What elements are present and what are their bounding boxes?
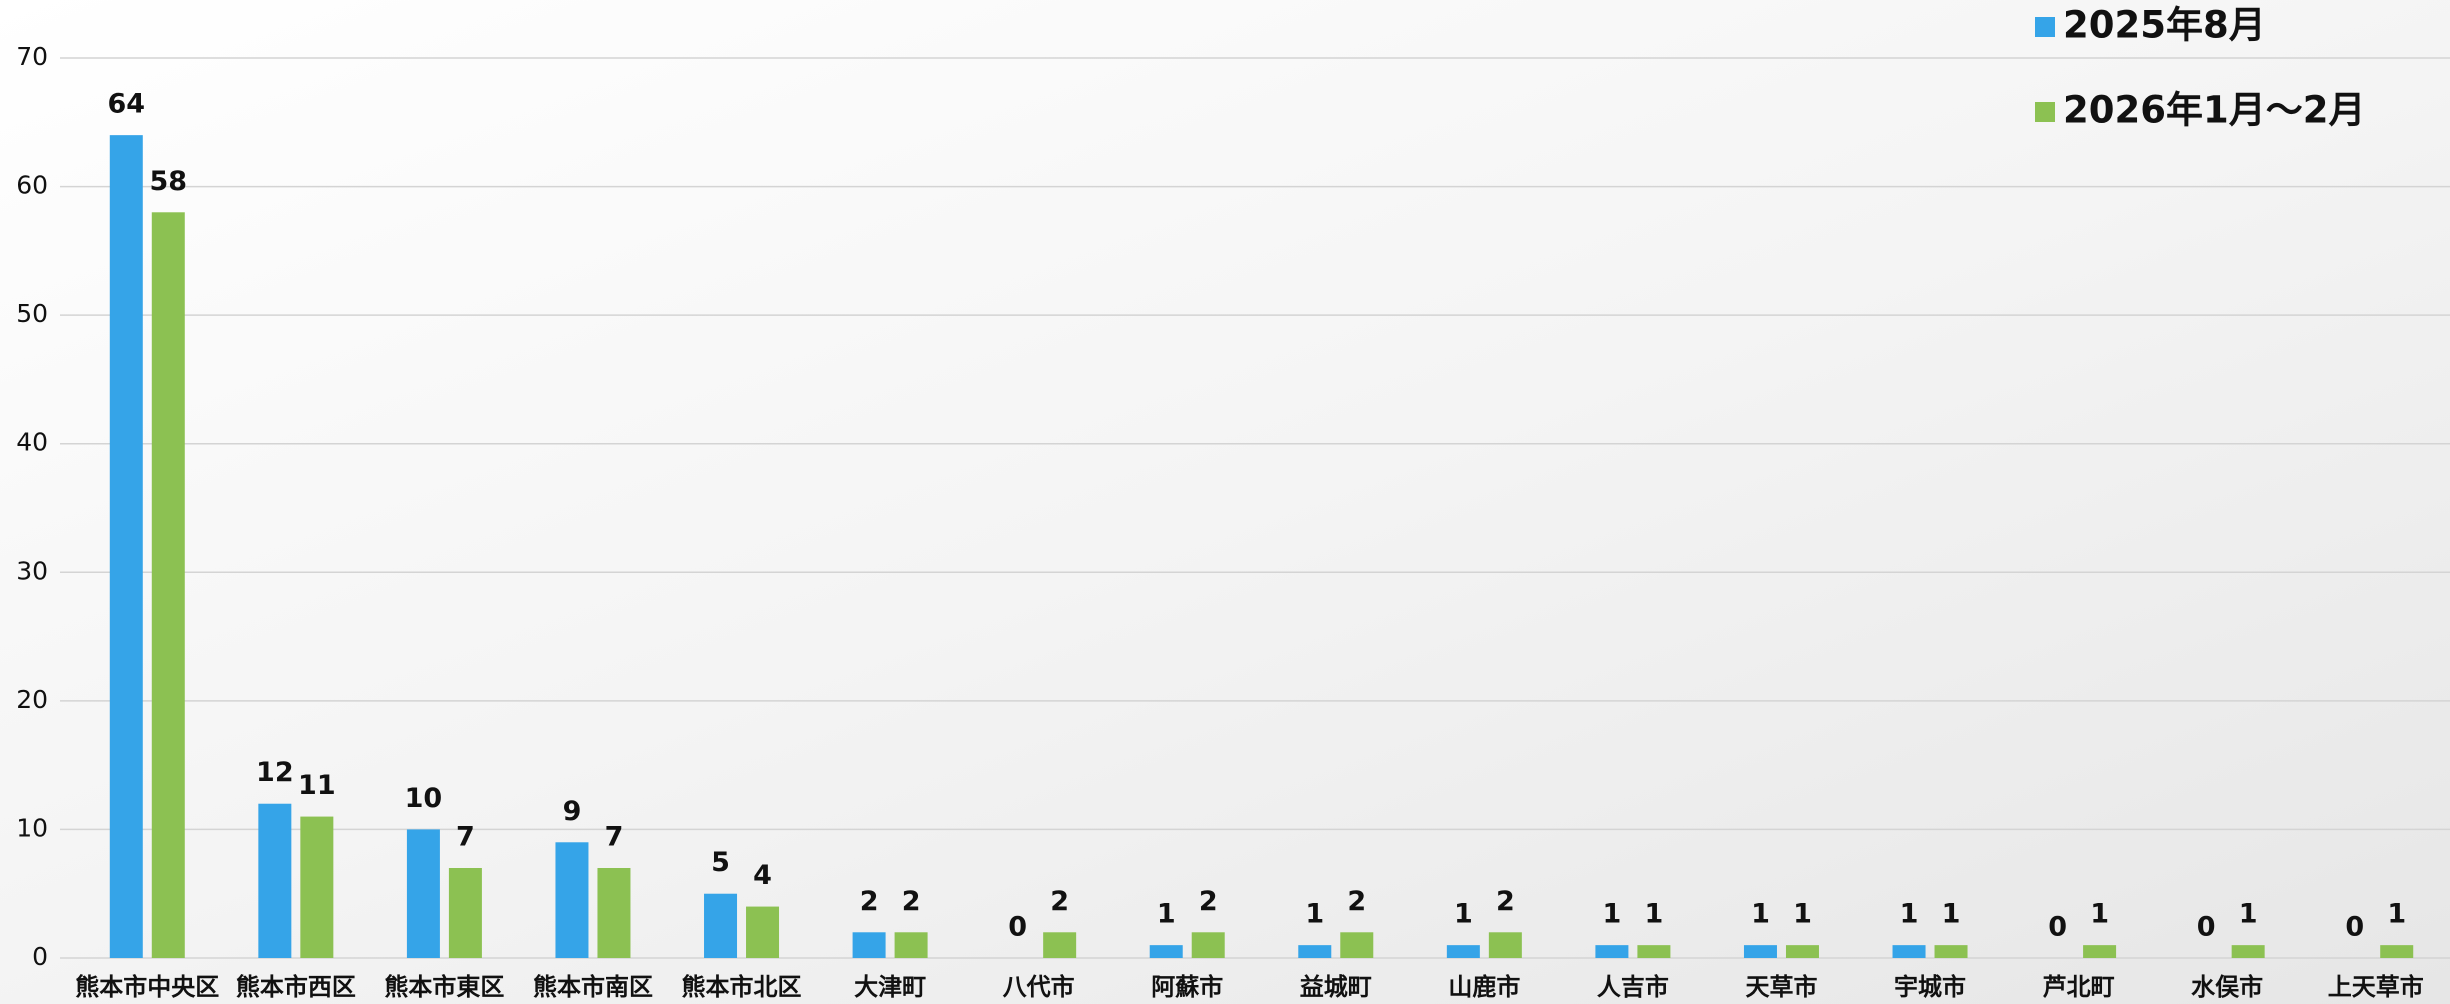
data-label: 2 (1496, 886, 1515, 917)
bar (152, 212, 185, 958)
bar (1786, 945, 1819, 958)
y-tick-label: 30 (16, 556, 48, 585)
data-label: 1 (1603, 899, 1622, 930)
y-tick-label: 20 (16, 685, 48, 714)
bar (1935, 945, 1968, 958)
bar (449, 868, 482, 958)
x-tick-label: 八代市 (1003, 973, 1075, 1001)
legend-swatch (2035, 102, 2055, 122)
data-label: 0 (2048, 912, 2067, 943)
x-tick-label: 上天草市 (2328, 973, 2424, 1001)
data-label: 5 (711, 847, 730, 878)
bar (300, 817, 333, 958)
bar (1489, 932, 1522, 958)
x-tick-label: 益城町 (1300, 973, 1372, 1001)
data-label: 0 (2197, 912, 2216, 943)
legend-swatch (2035, 17, 2055, 37)
x-tick-label: 熊本市南区 (533, 973, 653, 1001)
chart: 010203040506070熊本市中央区6458熊本市西区1211熊本市東区1… (0, 0, 2450, 1004)
data-label: 1 (1751, 899, 1770, 930)
data-label: 58 (149, 166, 187, 197)
legend-label: 2025年8月 (2063, 4, 2266, 47)
y-tick-label: 10 (16, 813, 48, 842)
data-label: 0 (1008, 912, 1027, 943)
x-tick-label: 熊本市西区 (236, 973, 356, 1001)
data-label: 2 (1050, 886, 1069, 917)
data-label: 1 (2387, 899, 2406, 930)
y-tick-label: 60 (16, 171, 48, 200)
bar (2380, 945, 2413, 958)
data-label: 1 (1645, 899, 1664, 930)
data-label: 2 (902, 886, 921, 917)
y-tick-label: 50 (16, 299, 48, 328)
x-tick-label: 阿蘇市 (1151, 973, 1223, 1001)
bar (746, 907, 779, 958)
data-label: 9 (563, 796, 582, 827)
bar (110, 135, 143, 958)
bar (258, 804, 291, 958)
data-label: 1 (1305, 899, 1324, 930)
data-label: 2 (1347, 886, 1366, 917)
bar (555, 842, 588, 958)
bar (853, 932, 886, 958)
data-label: 11 (298, 770, 336, 801)
bar (1150, 945, 1183, 958)
data-label: 7 (605, 822, 624, 853)
data-label: 4 (753, 860, 772, 891)
data-label: 0 (2345, 912, 2364, 943)
legend-label: 2026年1月～2月 (2063, 89, 2365, 132)
data-label: 7 (456, 822, 475, 853)
x-tick-label: 熊本市中央区 (75, 973, 219, 1001)
x-tick-label: 熊本市北区 (682, 973, 802, 1001)
data-label: 1 (1793, 899, 1812, 930)
bar (2083, 945, 2116, 958)
bar (1744, 945, 1777, 958)
bar (1637, 945, 1670, 958)
x-tick-label: 芦北町 (2043, 973, 2115, 1001)
x-tick-label: 水俣市 (2191, 973, 2263, 1001)
bar (2232, 945, 2265, 958)
bar (895, 932, 928, 958)
x-tick-label: 天草市 (1745, 973, 1817, 1001)
x-tick-label: 大津町 (854, 973, 926, 1001)
data-label: 1 (2239, 899, 2258, 930)
data-label: 10 (405, 783, 443, 814)
bar (1192, 932, 1225, 958)
data-label: 1 (1900, 899, 1919, 930)
data-label: 2 (1199, 886, 1218, 917)
bar (704, 894, 737, 958)
data-label: 12 (256, 757, 294, 788)
data-label: 1 (1157, 899, 1176, 930)
y-tick-label: 40 (16, 428, 48, 457)
bar (1043, 932, 1076, 958)
y-tick-label: 70 (16, 42, 48, 71)
data-label: 1 (1454, 899, 1473, 930)
bar (1447, 945, 1480, 958)
bar (1340, 932, 1373, 958)
bar (1595, 945, 1628, 958)
x-tick-label: 宇城市 (1894, 973, 1966, 1001)
data-label: 1 (1942, 899, 1961, 930)
y-tick-label: 0 (32, 942, 48, 971)
bar (597, 868, 630, 958)
data-label: 2 (860, 886, 879, 917)
data-label: 1 (2090, 899, 2109, 930)
bar (1893, 945, 1926, 958)
x-tick-label: 人吉市 (1597, 973, 1669, 1001)
data-label: 64 (107, 89, 145, 120)
x-tick-label: 熊本市東区 (384, 973, 504, 1001)
bar (407, 829, 440, 958)
bar (1298, 945, 1331, 958)
x-tick-label: 山鹿市 (1448, 973, 1520, 1001)
